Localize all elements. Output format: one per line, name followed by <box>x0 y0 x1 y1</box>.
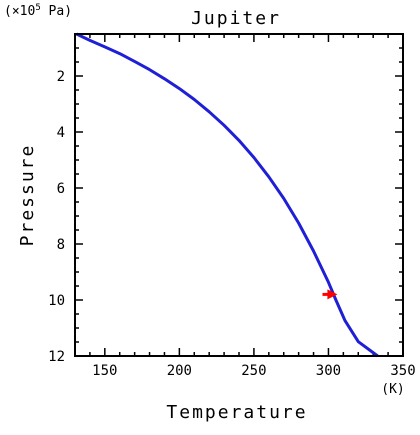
x-tick-label: 350 <box>390 363 415 379</box>
y-unit-prefix: (×10 <box>4 4 35 19</box>
y-tick-label: 12 <box>48 349 65 365</box>
x-axis-unit: (K) <box>381 382 404 397</box>
x-tick-label: 150 <box>92 363 117 379</box>
y-tick-label: 8 <box>57 237 65 253</box>
y-tick-label: 2 <box>57 69 65 85</box>
chart-title: Jupiter <box>191 8 281 29</box>
y-axis-label: Pressure <box>17 144 38 247</box>
axis-tick-labels: 150 200 250 300 350 2 4 6 8 10 12 <box>48 69 416 379</box>
y-unit-exponent: 5 <box>35 3 40 13</box>
x-tick-label: 300 <box>316 363 341 379</box>
axis-ticks <box>75 34 403 356</box>
y-tick-label: 6 <box>57 181 65 197</box>
plot-frame <box>74 33 404 357</box>
y-unit-label: (×105 Pa) <box>4 3 72 19</box>
temperature-pressure-curve <box>75 32 379 358</box>
y-unit-suffix: Pa) <box>41 4 72 19</box>
x-tick-label: 250 <box>241 363 266 379</box>
x-tick-label: 200 <box>167 363 192 379</box>
x-axis-label: Temperature <box>166 402 307 423</box>
annotation-layer <box>322 289 338 300</box>
y-tick-label: 4 <box>57 125 65 141</box>
series-layer <box>75 32 379 358</box>
arrow-head <box>327 289 338 300</box>
y-tick-label: 10 <box>48 293 65 309</box>
